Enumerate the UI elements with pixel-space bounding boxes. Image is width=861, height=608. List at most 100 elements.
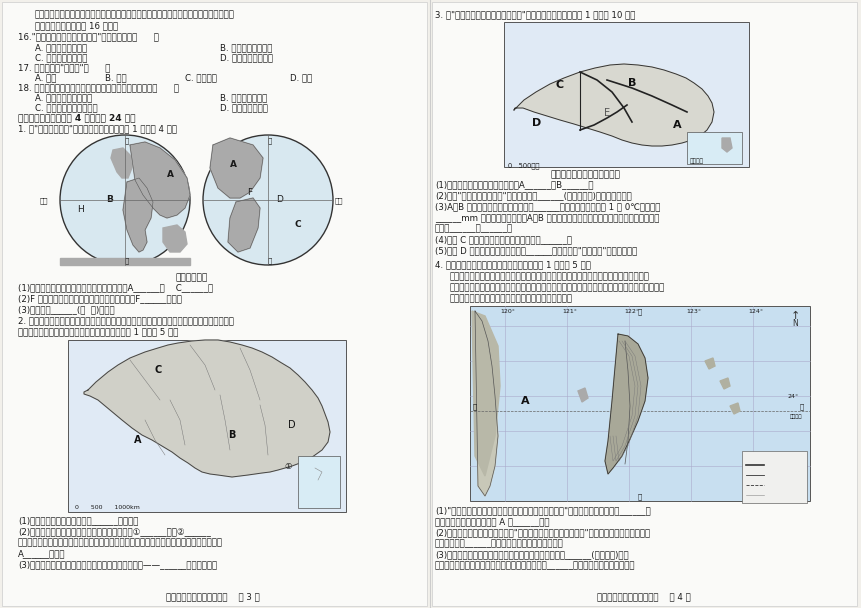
Text: 公路: 公路 — [766, 472, 773, 478]
Polygon shape — [722, 138, 732, 152]
Text: A: A — [672, 120, 681, 130]
Text: (2)后人根据《望大陆》中提及的"葬我于高山之上分，望我故乡"，把于右任遗体安葬在台湾: (2)后人根据《望大陆》中提及的"葬我于高山之上分，望我故乡"，把于右任遗体安葬… — [435, 528, 650, 537]
Text: C. 交通运输: C. 交通运输 — [185, 73, 217, 82]
Text: B: B — [628, 78, 636, 88]
Text: ______mm 年等降水量线一致；A、B 两大地理区域的农业以种植业为主，主要粮食作物: ______mm 年等降水量线一致；A、B 两大地理区域的农业以种植业为主，主要… — [435, 213, 660, 222]
Text: 122°: 122° — [624, 309, 639, 314]
Text: C: C — [556, 80, 564, 90]
Text: 创作的《望大陆》同样表达了其怀乡思国之情。中学生王明在阅读了《乡愁》《望大陆》之后，: 创作的《望大陆》同样表达了其怀乡思国之情。中学生王明在阅读了《乡愁》《望大陆》之… — [450, 283, 666, 292]
Text: 等高线: 等高线 — [766, 492, 777, 497]
Text: 北: 北 — [268, 137, 272, 143]
Text: D. 我国人口分布特点: D. 我国人口分布特点 — [220, 53, 273, 62]
Text: 西: 西 — [473, 403, 477, 410]
Text: C: C — [294, 220, 301, 229]
Polygon shape — [84, 340, 330, 477]
Text: 17. 经济发展的"先行官"（      ）: 17. 经济发展的"先行官"（ ） — [18, 63, 110, 72]
Text: D: D — [532, 118, 542, 128]
Polygon shape — [123, 178, 153, 252]
Text: 东: 东 — [800, 403, 804, 410]
Polygon shape — [472, 311, 500, 476]
Text: 赤道: 赤道 — [335, 197, 344, 204]
Text: (3)A、B 两大地理区域之间的分界线是______一线，它大致与我国 1 月 0℃等温线和: (3)A、B 两大地理区域之间的分界线是______一线，它大致与我国 1 月 … — [435, 202, 660, 211]
Circle shape — [203, 135, 333, 265]
Circle shape — [60, 135, 190, 265]
Text: A: A — [134, 435, 142, 445]
Text: C. 我国气温分布特点: C. 我国气温分布特点 — [35, 53, 87, 62]
Text: 1. 读"东、西半球图"，完成下列题目。（每空 1 分，共 4 分）: 1. 读"东、西半球图"，完成下列题目。（每空 1 分，共 4 分） — [18, 124, 177, 133]
Text: 山脉的最高峰______，了却他登高远眺故土的心愿。: 山脉的最高峰______，了却他登高远眺故土的心愿。 — [435, 539, 564, 548]
Text: D. 大力发展旅游业: D. 大力发展旅游业 — [220, 103, 268, 112]
Text: 海位于我国南部；石油资源丰富。我国还有多个陆上邻国；众多邻国中有世界上面积最大的: 海位于我国南部；石油资源丰富。我国还有多个陆上邻国；众多邻国中有世界上面积最大的 — [18, 538, 223, 547]
Text: (3)台湾全岛的交通线呈环状分布，这一特点主要受到其______(自然因素)的影: (3)台湾全岛的交通线呈环状分布，这一特点主要受到其______(自然因素)的影 — [435, 550, 629, 559]
Polygon shape — [720, 378, 730, 389]
Text: 东、西半球图: 东、西半球图 — [176, 273, 208, 282]
Bar — [470, 306, 810, 501]
Text: A______国家。: A______国家。 — [18, 549, 65, 558]
Text: 图 例: 图 例 — [744, 453, 755, 460]
Polygon shape — [514, 64, 714, 146]
Text: 18. 黄土高原地区实现社会、经济可持续发展的关键在于（      ）: 18. 黄土高原地区实现社会、经济可持续发展的关键在于（ ） — [18, 83, 179, 92]
Text: 中央电视台的《中国诗词大会》激起了大家学习诗歌的热潮，很多诗歌中蕴藏了丰富的地: 中央电视台的《中国诗词大会》激起了大家学习诗歌的热潮，很多诗歌中蕴藏了丰富的地 — [35, 10, 235, 19]
Text: (2)古诗"小桥、流水、人家"描述的是图中______(写字母代号)区域内的景观。: (2)古诗"小桥、流水、人家"描述的是图中______(写字母代号)区域内的景观… — [435, 191, 632, 200]
Text: 北回归线: 北回归线 — [790, 414, 802, 419]
Text: 响。途中，王明领略了世代居住在台湾的少数民族______族的颇具特色的民族风情。: 响。途中，王明领略了世代居住在台湾的少数民族______族的颇具特色的民族风情。 — [435, 561, 635, 570]
Text: 铁路: 铁路 — [766, 462, 773, 468]
Text: B: B — [107, 195, 114, 204]
Text: ①: ① — [284, 462, 292, 471]
Text: 0      500      1000km: 0 500 1000km — [75, 505, 139, 510]
Text: (3)中国位于______(东  西)半球。: (3)中国位于______(东 西)半球。 — [18, 305, 115, 314]
Text: 北: 北 — [638, 308, 642, 314]
Text: C. 大力加强生态环境建设: C. 大力加强生态环境建设 — [35, 103, 97, 112]
Text: (1)我国幅员辽阔，陆地面积约______平方千米: (1)我国幅员辽阔，陆地面积约______平方千米 — [18, 516, 139, 525]
Text: E: E — [604, 108, 610, 118]
Bar — [432, 2, 857, 606]
Text: (2)我国是海陆兼备的国家。东部濒临世界最大的①______洋，②______: (2)我国是海陆兼备的国家。东部濒临世界最大的①______洋，②______ — [18, 527, 211, 536]
Text: 中国著名诗人余光中先生的诗《乡愁》曾让无数中国人落泪，著名政治家、书法家于右任: 中国著名诗人余光中先生的诗《乡愁》曾让无数中国人落泪，著名政治家、书法家于右任 — [450, 272, 650, 281]
Text: (1)写出下列四大地理区域的名称：A______；B______。: (1)写出下列四大地理区域的名称：A______；B______。 — [435, 180, 593, 189]
Polygon shape — [228, 198, 260, 252]
Bar — [68, 340, 346, 512]
Text: N: N — [792, 319, 798, 328]
Text: (4)图中 C 区域最主要的自然环境特征是：______。: (4)图中 C 区域最主要的自然环境特征是：______。 — [435, 235, 572, 244]
Bar — [504, 22, 749, 167]
Text: H: H — [77, 205, 84, 214]
Text: 南海诸岛: 南海诸岛 — [690, 158, 704, 164]
Text: (1)"乡愁是一湾浅浅的海峡，我在这头，大陆在那头。"诗中提到的海峡指的是______，: (1)"乡愁是一湾浅浅的海峡，我在这头，大陆在那头。"诗中提到的海峡指的是___… — [435, 506, 651, 515]
Text: 台湾与大陆隔海相望的省份 A 是______省。: 台湾与大陆隔海相望的省份 A 是______省。 — [435, 517, 549, 526]
Text: 中国四大地理区域分布示意图: 中国四大地理区域分布示意图 — [550, 170, 620, 179]
Text: B. 工业: B. 工业 — [105, 73, 127, 82]
Polygon shape — [111, 148, 133, 178]
Polygon shape — [605, 334, 648, 474]
Text: 分别是______和______。: 分别是______和______。 — [435, 224, 513, 233]
Polygon shape — [705, 358, 715, 369]
Polygon shape — [475, 311, 498, 496]
Text: A: A — [521, 396, 530, 406]
Text: 南: 南 — [125, 257, 129, 264]
Polygon shape — [578, 388, 588, 402]
Polygon shape — [60, 258, 190, 265]
Text: D: D — [288, 420, 296, 430]
Text: (1)写出图中字母所代表的大洲和大洋的名称：A______洲    C______洋: (1)写出图中字母所代表的大洲和大洋的名称：A______洲 C______洋 — [18, 283, 214, 292]
Bar — [2, 2, 427, 606]
Text: D: D — [276, 195, 283, 204]
Text: 北: 北 — [125, 137, 129, 143]
Text: B. 我国地势分布特点: B. 我国地势分布特点 — [220, 43, 272, 52]
Text: 展示一下你对中国疆域与人口了解的情况。（每空 1 分，共 5 分）: 展示一下你对中国疆域与人口了解的情况。（每空 1 分，共 5 分） — [18, 327, 178, 336]
Text: ↑: ↑ — [790, 311, 800, 321]
Text: 121°: 121° — [562, 309, 577, 314]
Text: D. 商业: D. 商业 — [290, 73, 313, 82]
Text: 123°: 123° — [686, 309, 701, 314]
Text: F: F — [247, 188, 252, 197]
Polygon shape — [163, 225, 187, 252]
Text: 22°: 22° — [788, 464, 799, 469]
Text: 赤道: 赤道 — [40, 197, 48, 204]
Text: 124°: 124° — [748, 309, 763, 314]
Text: A. 大力发展交通运输业: A. 大力发展交通运输业 — [35, 93, 92, 102]
Text: A: A — [230, 160, 237, 169]
Text: 16."百川东到海，何时复西归？"能够反映的是（      ）: 16."百川东到海，何时复西归？"能够反映的是（ ） — [18, 32, 159, 41]
Bar — [687, 132, 742, 164]
Polygon shape — [730, 403, 740, 414]
Text: (3)我国人口数量居世界第一位，人口集中分布在黑河——______线以东区域。: (3)我国人口数量居世界第一位，人口集中分布在黑河——______线以东区域。 — [18, 560, 217, 569]
Text: 理知识。据此，回答第 16 小题。: 理知识。据此，回答第 16 小题。 — [35, 21, 118, 30]
Polygon shape — [210, 138, 263, 198]
